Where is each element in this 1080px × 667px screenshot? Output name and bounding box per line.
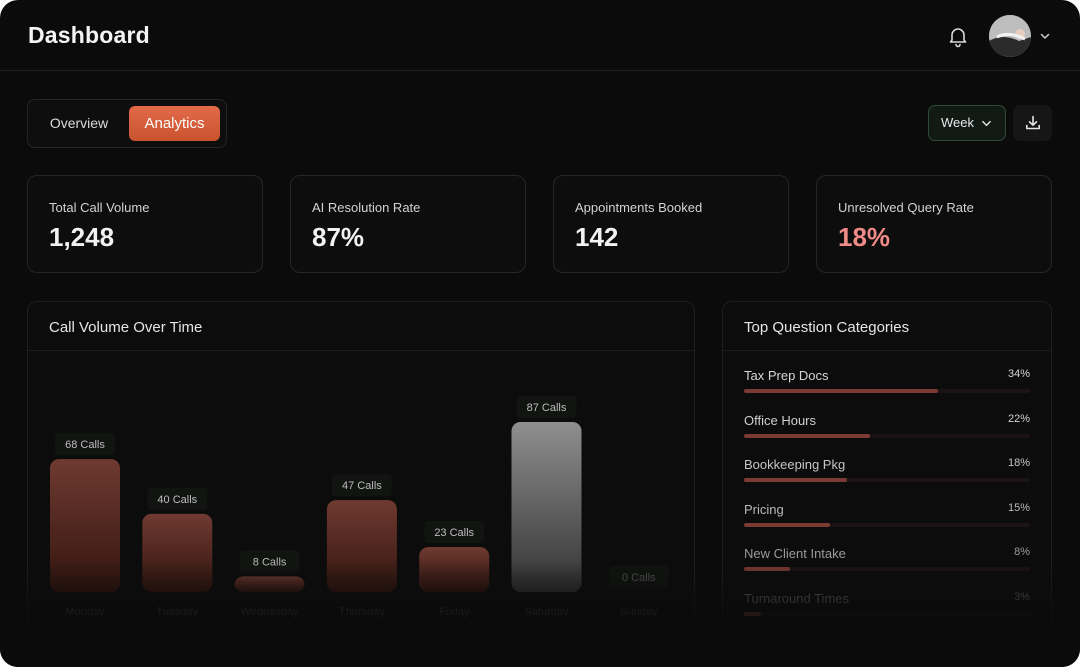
stat-label: Total Call Volume bbox=[49, 200, 150, 215]
chart-category-label: Sunday bbox=[620, 606, 658, 618]
stat-label: Appointments Booked bbox=[575, 200, 703, 215]
category-bar-fill bbox=[744, 612, 762, 616]
chart-bar-wednesday[interactable] bbox=[234, 576, 305, 592]
category-item[interactable]: Tax Prep Docs 34% bbox=[744, 368, 1030, 398]
chevron-down-icon bbox=[982, 120, 991, 127]
chart-value-label: 0 Calls bbox=[622, 572, 656, 584]
chart-label-bg bbox=[147, 487, 208, 510]
stat-card-total-call-volume: Total Call Volume 1,248 bbox=[27, 175, 263, 273]
category-bar-fill bbox=[744, 522, 830, 527]
category-bar-track bbox=[744, 478, 1030, 483]
chart-bar-friday[interactable] bbox=[419, 547, 490, 592]
stat-value: 142 bbox=[575, 222, 619, 252]
page-title: Dashboard bbox=[28, 22, 150, 48]
tab-analytics[interactable]: Analytics bbox=[129, 106, 220, 141]
category-percent: 8% bbox=[1014, 546, 1030, 559]
chart-category-label: Tuesday bbox=[156, 606, 198, 618]
category-item[interactable]: Office Hours 22% bbox=[744, 413, 1030, 443]
download-button[interactable] bbox=[1013, 105, 1052, 141]
call-volume-panel: Call Volume Over Time 68 Calls Monday 40 C… bbox=[27, 301, 695, 667]
chart-bar-tuesday[interactable] bbox=[142, 513, 213, 592]
bell-icon[interactable] bbox=[946, 24, 970, 48]
chart-bar-saturday[interactable] bbox=[511, 422, 582, 592]
stat-card-appointments-booked: Appointments Booked 142 bbox=[553, 175, 789, 273]
category-name: Tax Prep Docs bbox=[744, 368, 829, 383]
category-bar-track bbox=[744, 567, 1030, 572]
category-percent: 3% bbox=[1014, 591, 1030, 603]
chart-label-bg bbox=[331, 474, 392, 497]
user-avatar[interactable] bbox=[989, 15, 1031, 57]
category-name: Bookkeeping Pkg bbox=[744, 457, 846, 473]
category-percent: 15% bbox=[1007, 501, 1030, 514]
category-item[interactable]: Pricing 15% bbox=[744, 502, 1030, 532]
category-name: Turnaround Times bbox=[744, 591, 850, 606]
category-item[interactable]: Bookkeeping Pkg 18% bbox=[744, 457, 1030, 487]
chart-category-label: Thursday bbox=[339, 606, 385, 618]
category-bar-track bbox=[744, 612, 1030, 616]
chart-category-label: Wednesday bbox=[241, 606, 299, 618]
category-bar-track bbox=[744, 433, 1030, 438]
stat-value: 18% bbox=[838, 222, 891, 252]
panel-header: Top Question Categories bbox=[723, 302, 1051, 351]
period-select[interactable]: Week bbox=[928, 105, 1006, 141]
category-name: Pricing bbox=[744, 501, 784, 517]
chart-category-label: Friday bbox=[439, 606, 470, 618]
category-item[interactable]: Turnaround Times 3% bbox=[744, 591, 1030, 621]
chart-value-label: 40 Calls bbox=[157, 494, 197, 506]
chart-value-label: 87 Calls bbox=[527, 402, 567, 414]
category-percent: 22% bbox=[1007, 412, 1030, 425]
chevron-down-icon[interactable] bbox=[1039, 30, 1051, 42]
download-icon bbox=[1026, 115, 1040, 130]
category-bar-track bbox=[744, 389, 1030, 393]
chart-value-label: 23 Calls bbox=[434, 527, 474, 539]
chart-value-label: 8 Calls bbox=[253, 556, 287, 568]
category-bar-track bbox=[744, 522, 1030, 527]
header-bar: Dashboard bbox=[0, 0, 1080, 71]
panel-header: Call Volume Over Time bbox=[28, 302, 694, 351]
call-volume-chart: 68 Calls Monday 40 Calls Tuesday 8 Calls Wedn… bbox=[50, 396, 669, 618]
chart-category-label: Saturday bbox=[524, 606, 569, 618]
category-item[interactable]: New Client Intake 8% bbox=[744, 546, 1030, 576]
chart-bar-thursday[interactable] bbox=[326, 500, 397, 592]
category-bar-fill bbox=[744, 567, 790, 572]
stat-value: 87% bbox=[312, 222, 365, 252]
chart-label-bg bbox=[516, 396, 577, 418]
stat-label: AI Resolution Rate bbox=[312, 200, 421, 215]
chart-label-bg bbox=[424, 521, 485, 544]
category-bar-fill bbox=[744, 478, 847, 483]
stat-card-ai-resolution-rate: AI Resolution Rate 87% bbox=[290, 175, 526, 273]
chart-label-bg bbox=[55, 433, 115, 456]
view-tabs: Overview Analytics bbox=[27, 99, 227, 148]
category-name: Office Hours bbox=[744, 412, 817, 428]
category-name: New Client Intake bbox=[744, 546, 846, 562]
chart-value-label: 68 Calls bbox=[65, 439, 105, 451]
category-bar-fill bbox=[744, 389, 939, 393]
question-categories-panel: Top Question Categories Tax Prep Docs 34%… bbox=[722, 301, 1052, 667]
chart-bar-monday[interactable] bbox=[50, 459, 120, 592]
category-percent: 34% bbox=[1007, 368, 1030, 380]
stat-value: 1,248 bbox=[49, 222, 115, 252]
chart-category-label: Monday bbox=[65, 606, 105, 618]
panel-title: Call Volume Over Time bbox=[49, 319, 203, 336]
tab-overview[interactable]: Overview bbox=[49, 115, 109, 131]
period-select-value: Week bbox=[941, 115, 974, 130]
panel-title: Top Question Categories bbox=[744, 319, 910, 336]
stat-card-unresolved-query-rate: Unresolved Query Rate 18% bbox=[816, 175, 1052, 273]
category-bar-fill bbox=[744, 433, 870, 438]
chart-value-label: 47 Calls bbox=[342, 480, 382, 492]
stat-label: Unresolved Query Rate bbox=[838, 200, 974, 215]
category-percent: 18% bbox=[1007, 457, 1030, 470]
